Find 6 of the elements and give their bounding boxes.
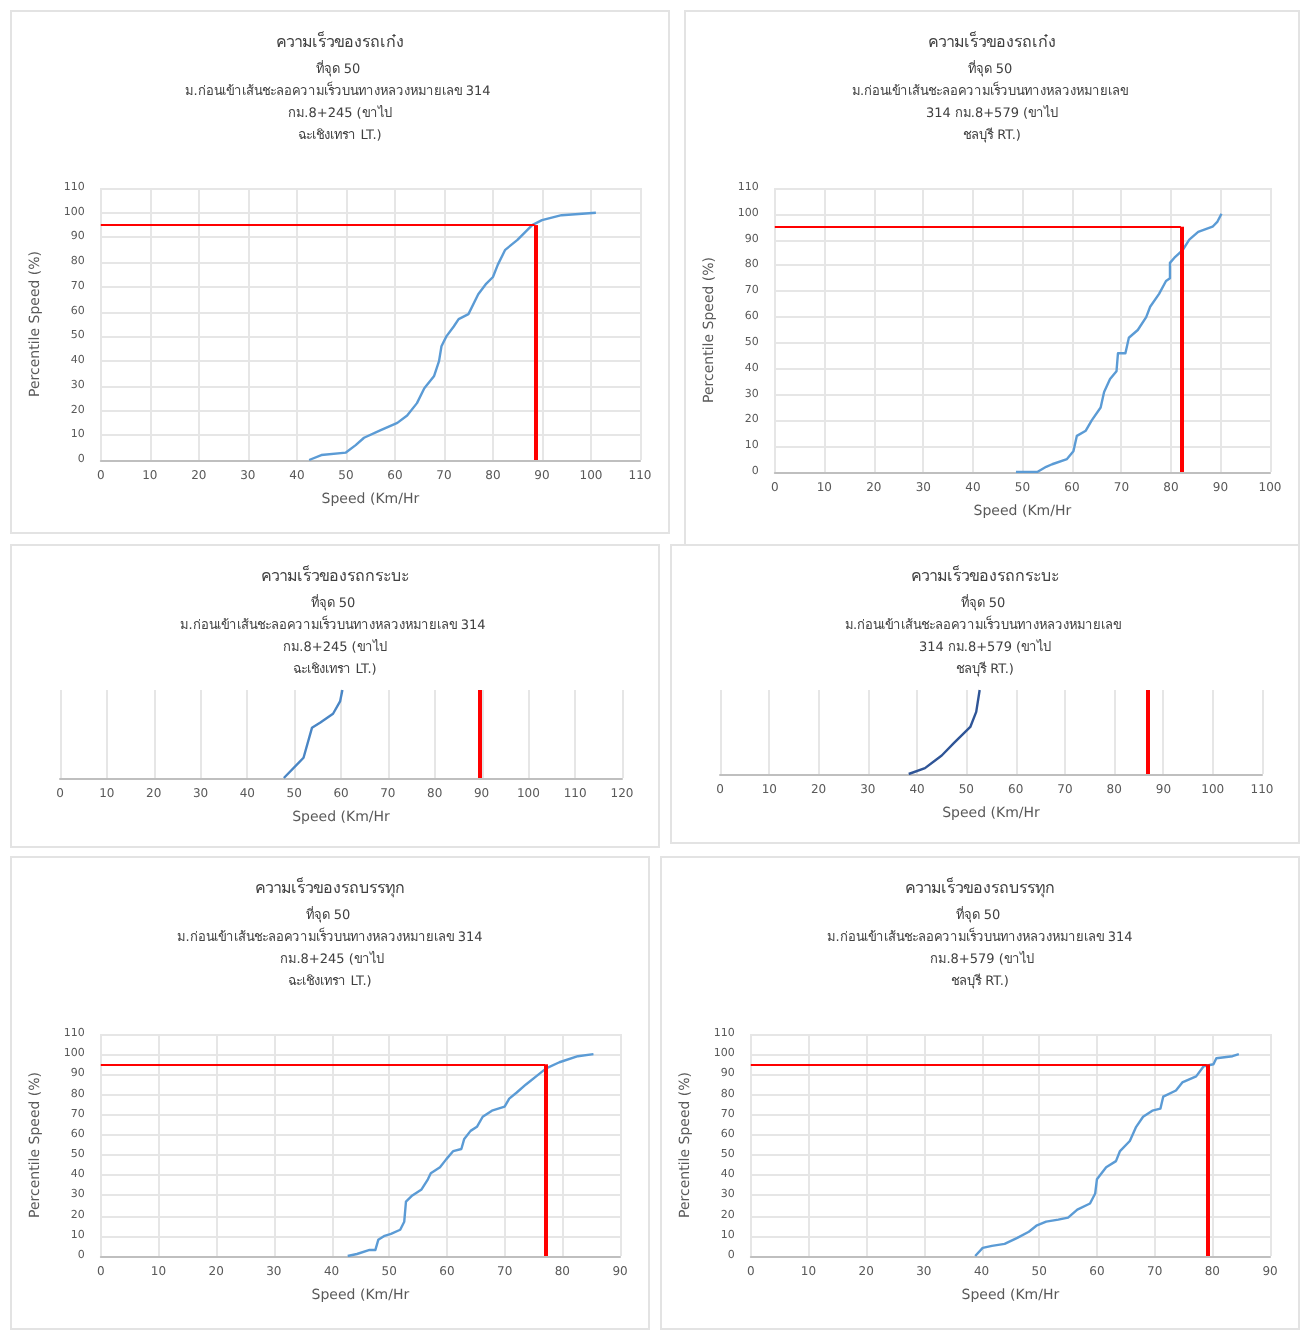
- chart-title: ความเร็วของรถบรรทุก: [255, 877, 405, 897]
- chart-title: ความเร็วของรถเก๋ง: [928, 31, 1056, 51]
- chart-title: ความเร็วของรถกระบะ: [261, 565, 409, 585]
- chart-title: ความเร็วของรถเก๋ง: [276, 31, 404, 51]
- chart-title: ความเร็วของรถบรรทุก: [905, 877, 1055, 897]
- chart-title: ความเร็วของรถกระบะ: [911, 565, 1059, 585]
